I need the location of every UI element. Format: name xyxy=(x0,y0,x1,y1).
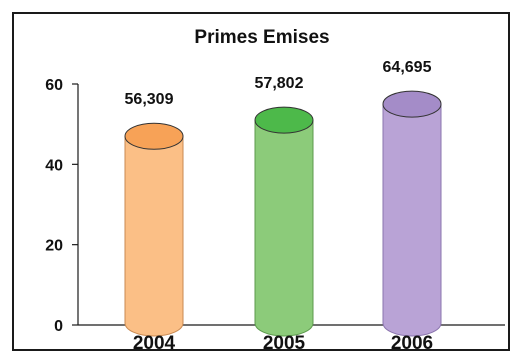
y-tick-label: 20 xyxy=(45,238,63,255)
bar-top xyxy=(254,106,314,134)
bar-body xyxy=(254,119,314,337)
chart-title: Primes Emises xyxy=(194,27,329,48)
y-tick-label: 40 xyxy=(45,157,63,174)
bar: 57,802 xyxy=(254,75,314,337)
data-label: 64,695 xyxy=(383,59,432,76)
x-tick-label: 2005 xyxy=(263,333,306,354)
x-axis-ticks: 2004 2005 2006 xyxy=(133,333,433,354)
y-axis-ticks: 0 20 40 60 xyxy=(45,77,78,335)
bar-top xyxy=(382,90,442,118)
x-tick-label: 2004 xyxy=(133,333,176,354)
bar-body xyxy=(124,135,184,337)
bar-body xyxy=(382,103,442,337)
bar-top xyxy=(124,122,184,150)
y-tick-label: 60 xyxy=(45,77,63,94)
data-label: 56,309 xyxy=(125,91,174,108)
bar: 56,309 xyxy=(124,91,184,337)
y-tick-label: 0 xyxy=(54,318,63,335)
data-label: 57,802 xyxy=(255,75,304,92)
bar: 64,695 xyxy=(382,59,442,337)
bar-series: 56,309 57,802 64,695 xyxy=(124,59,442,337)
x-tick-label: 2006 xyxy=(391,333,433,354)
